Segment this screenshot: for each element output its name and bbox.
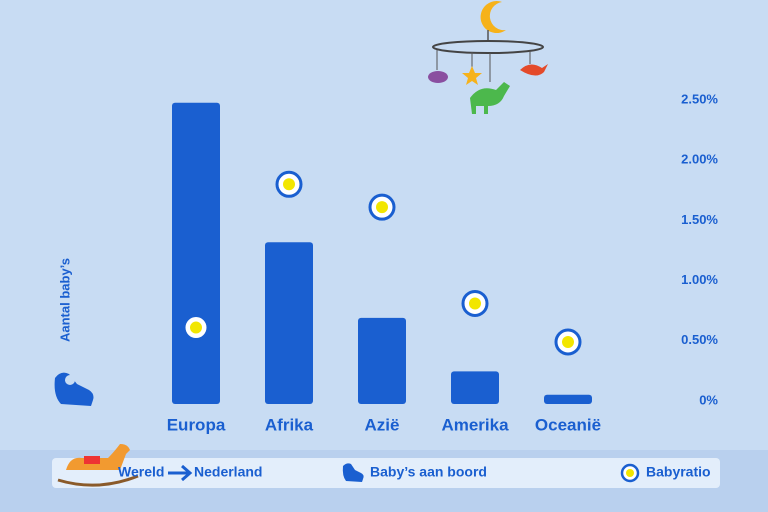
- plane-icon: [168, 464, 193, 482]
- legend-label: Babyratio: [646, 464, 711, 480]
- x-tick-label: Afrika: [265, 415, 314, 434]
- ratio-dot-core: [469, 297, 481, 310]
- legend-label: Baby’s aan boord: [370, 464, 487, 480]
- y2-tick-label: 2.50%: [681, 91, 718, 106]
- bar: [358, 317, 406, 404]
- y2-tick-label: 2.00%: [681, 152, 718, 167]
- x-tick-label: Azië: [365, 415, 400, 434]
- ratio-dot-core: [190, 321, 202, 334]
- bar: [451, 371, 499, 404]
- legend-to: Nederland: [194, 464, 262, 480]
- bar: [544, 394, 592, 404]
- y2-tick-label: 1.50%: [681, 212, 718, 227]
- bar: [265, 242, 313, 404]
- legend-from: Wereld: [118, 464, 164, 480]
- x-tick-label: Europa: [167, 415, 226, 434]
- legend-box: [52, 458, 720, 488]
- mobile-decoration: [428, 1, 548, 114]
- y-axis-label: Aantal baby’s: [57, 258, 72, 342]
- y2-tick-label: 0.50%: [681, 332, 718, 347]
- legend-marker-core: [626, 469, 634, 477]
- legend-car-seat-icon: [342, 463, 364, 482]
- car-seat-icon: [54, 372, 94, 406]
- ratio-dot-core: [376, 201, 388, 214]
- ratio-dot-core: [283, 178, 295, 191]
- y2-tick-label: 1.00%: [681, 272, 718, 287]
- x-tick-label: Oceanië: [535, 415, 601, 434]
- y2-tick-label: 0%: [699, 392, 718, 407]
- x-tick-label: Amerika: [441, 415, 509, 434]
- ratio-dot-core: [562, 336, 574, 349]
- bar: [172, 102, 220, 405]
- rocking-horse-icon: [57, 444, 139, 487]
